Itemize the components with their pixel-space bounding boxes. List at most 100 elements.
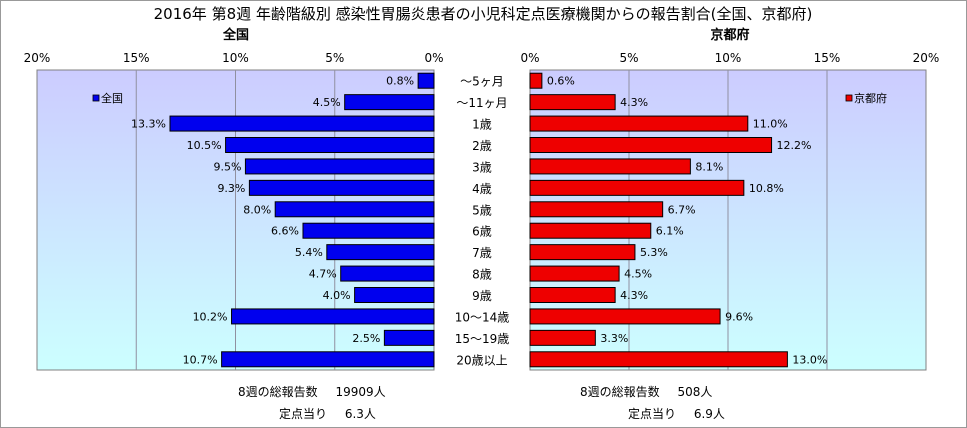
category-label: 15～19歳 — [455, 332, 510, 346]
national-value-label: 2.5% — [352, 332, 380, 345]
national-bar — [225, 137, 435, 153]
national-bar — [340, 265, 435, 282]
category-label: 4歳 — [472, 182, 492, 196]
national-per-value: 6.3人 — [344, 407, 376, 421]
category-label: 7歳 — [472, 246, 492, 260]
kyoto-value-label: 8.1% — [695, 160, 723, 173]
kyoto-x-tick-label: 10% — [715, 51, 742, 65]
national-bar — [244, 158, 435, 175]
kyoto-bar — [529, 115, 749, 132]
kyoto-per-label: 定点当り — [628, 407, 677, 421]
national-value-label: 9.3% — [217, 182, 245, 195]
kyoto-value-label: 4.3% — [620, 96, 648, 109]
national-bar — [417, 72, 435, 89]
national-bar — [302, 222, 435, 239]
kyoto-legend-swatch — [845, 94, 853, 102]
kyoto-bar — [529, 179, 745, 196]
national-legend-label: 全国 — [101, 91, 123, 105]
national-panel-title: 全国 — [222, 27, 249, 43]
kyoto-value-label: 12.2% — [777, 139, 812, 152]
kyoto-value-label: 3.3% — [600, 332, 628, 345]
kyoto-panel-title: 京都府 — [710, 27, 749, 43]
kyoto-total-value: 508人 — [677, 385, 713, 399]
national-bar — [344, 94, 435, 111]
kyoto-bar — [529, 244, 636, 261]
national-bar — [248, 179, 435, 196]
kyoto-total-row: 8週の総報告数 508人 — [580, 383, 712, 400]
national-bar — [221, 351, 435, 368]
national-value-label: 10.2% — [193, 310, 228, 323]
category-label: 5歳 — [472, 203, 492, 217]
national-bar — [231, 308, 435, 325]
national-bar — [383, 329, 435, 346]
national-bar — [274, 201, 435, 218]
national-panel: 20% 15% 10% 5% 0% 0.8% 4.5% 13.3% 10.5% 9.5% 9.3% 8… — [24, 51, 444, 371]
national-value-label: 5.4% — [295, 246, 323, 259]
national-value-label: 4.0% — [323, 289, 351, 302]
national-value-label: 4.7% — [309, 268, 337, 281]
kyoto-bar — [529, 222, 652, 239]
kyoto-value-label: 5.3% — [640, 246, 668, 259]
kyoto-total-label: 8週の総報告数 — [580, 385, 660, 399]
national-value-label: 8.0% — [243, 203, 271, 216]
category-label: 8歳 — [472, 268, 492, 282]
kyoto-x-tick-label: 15% — [814, 51, 841, 65]
kyoto-bar — [529, 351, 788, 368]
kyoto-bar — [529, 287, 616, 303]
kyoto-value-label: 9.6% — [725, 310, 753, 323]
national-value-label: 10.7% — [183, 353, 218, 366]
national-value-label: 0.8% — [386, 75, 414, 88]
category-label: 3歳 — [472, 160, 492, 174]
national-x-tick-label: 20% — [24, 51, 51, 65]
kyoto-x-tick-label: 0% — [520, 51, 539, 65]
national-x-tick-label: 0% — [424, 51, 443, 65]
national-value-label: 13.3% — [131, 118, 166, 131]
category-label: 1歳 — [472, 118, 492, 132]
kyoto-bar — [529, 265, 620, 282]
national-value-label: 6.6% — [271, 225, 299, 238]
kyoto-bar — [529, 72, 543, 89]
kyoto-value-label: 6.1% — [656, 225, 684, 238]
category-label: ～11ヶ月 — [456, 96, 507, 110]
kyoto-value-label: 4.5% — [624, 268, 652, 281]
kyoto-value-label: 10.8% — [749, 182, 784, 195]
kyoto-bar — [529, 158, 691, 175]
national-total-value: 19909人 — [335, 385, 386, 399]
category-label: 6歳 — [472, 225, 492, 239]
national-legend-swatch — [92, 94, 100, 102]
kyoto-value-label: 13.0% — [792, 353, 827, 366]
kyoto-value-label: 11.0% — [753, 118, 788, 131]
kyoto-per-row: 定点当り 6.9人 — [628, 405, 725, 422]
kyoto-x-tick-label: 20% — [913, 51, 940, 65]
national-value-label: 9.5% — [213, 160, 241, 173]
national-total-row: 8週の総報告数 19909人 — [238, 383, 386, 400]
national-value-label: 10.5% — [187, 139, 222, 152]
national-bar — [354, 287, 435, 303]
kyoto-value-label: 0.6% — [547, 75, 575, 88]
category-label: 10～14歳 — [455, 310, 510, 324]
kyoto-value-label: 4.3% — [620, 289, 648, 302]
national-value-label: 4.5% — [313, 96, 341, 109]
national-total-label: 8週の総報告数 — [238, 385, 318, 399]
category-label: ～5ヶ月 — [460, 75, 504, 89]
kyoto-bar — [529, 94, 616, 111]
national-bar — [326, 244, 435, 261]
category-label: 9歳 — [472, 289, 492, 303]
kyoto-bar — [529, 137, 773, 153]
national-x-tick-label: 10% — [222, 51, 249, 65]
national-bar — [169, 115, 435, 132]
kyoto-bar — [529, 201, 664, 218]
kyoto-x-tick-label: 5% — [619, 51, 638, 65]
kyoto-bar — [529, 329, 596, 346]
kyoto-per-value: 6.9人 — [693, 407, 725, 421]
kyoto-panel: 0% 5% 10% 15% 20% 0.6% 4.3% 11.0% 12.2% 8.1% 10.8%… — [520, 51, 940, 371]
category-label: 20歳以上 — [456, 353, 507, 367]
chart-title: 2016年 第8週 年齢階級別 感染性胃腸炎患者の小児科定点医療機関からの報告割… — [154, 5, 813, 23]
age-category-labels: ～5ヶ月 ～11ヶ月 1歳 2歳 3歳 4歳 5歳 6歳 7歳 8歳 9歳 10～14歳 15～19歳 2… — [455, 75, 510, 368]
national-per-row: 定点当り 6.3人 — [279, 405, 376, 422]
national-x-tick-label: 5% — [325, 51, 344, 65]
kyoto-value-label: 6.7% — [668, 203, 696, 216]
kyoto-bar — [529, 308, 721, 325]
kyoto-legend-label: 京都府 — [854, 91, 887, 105]
